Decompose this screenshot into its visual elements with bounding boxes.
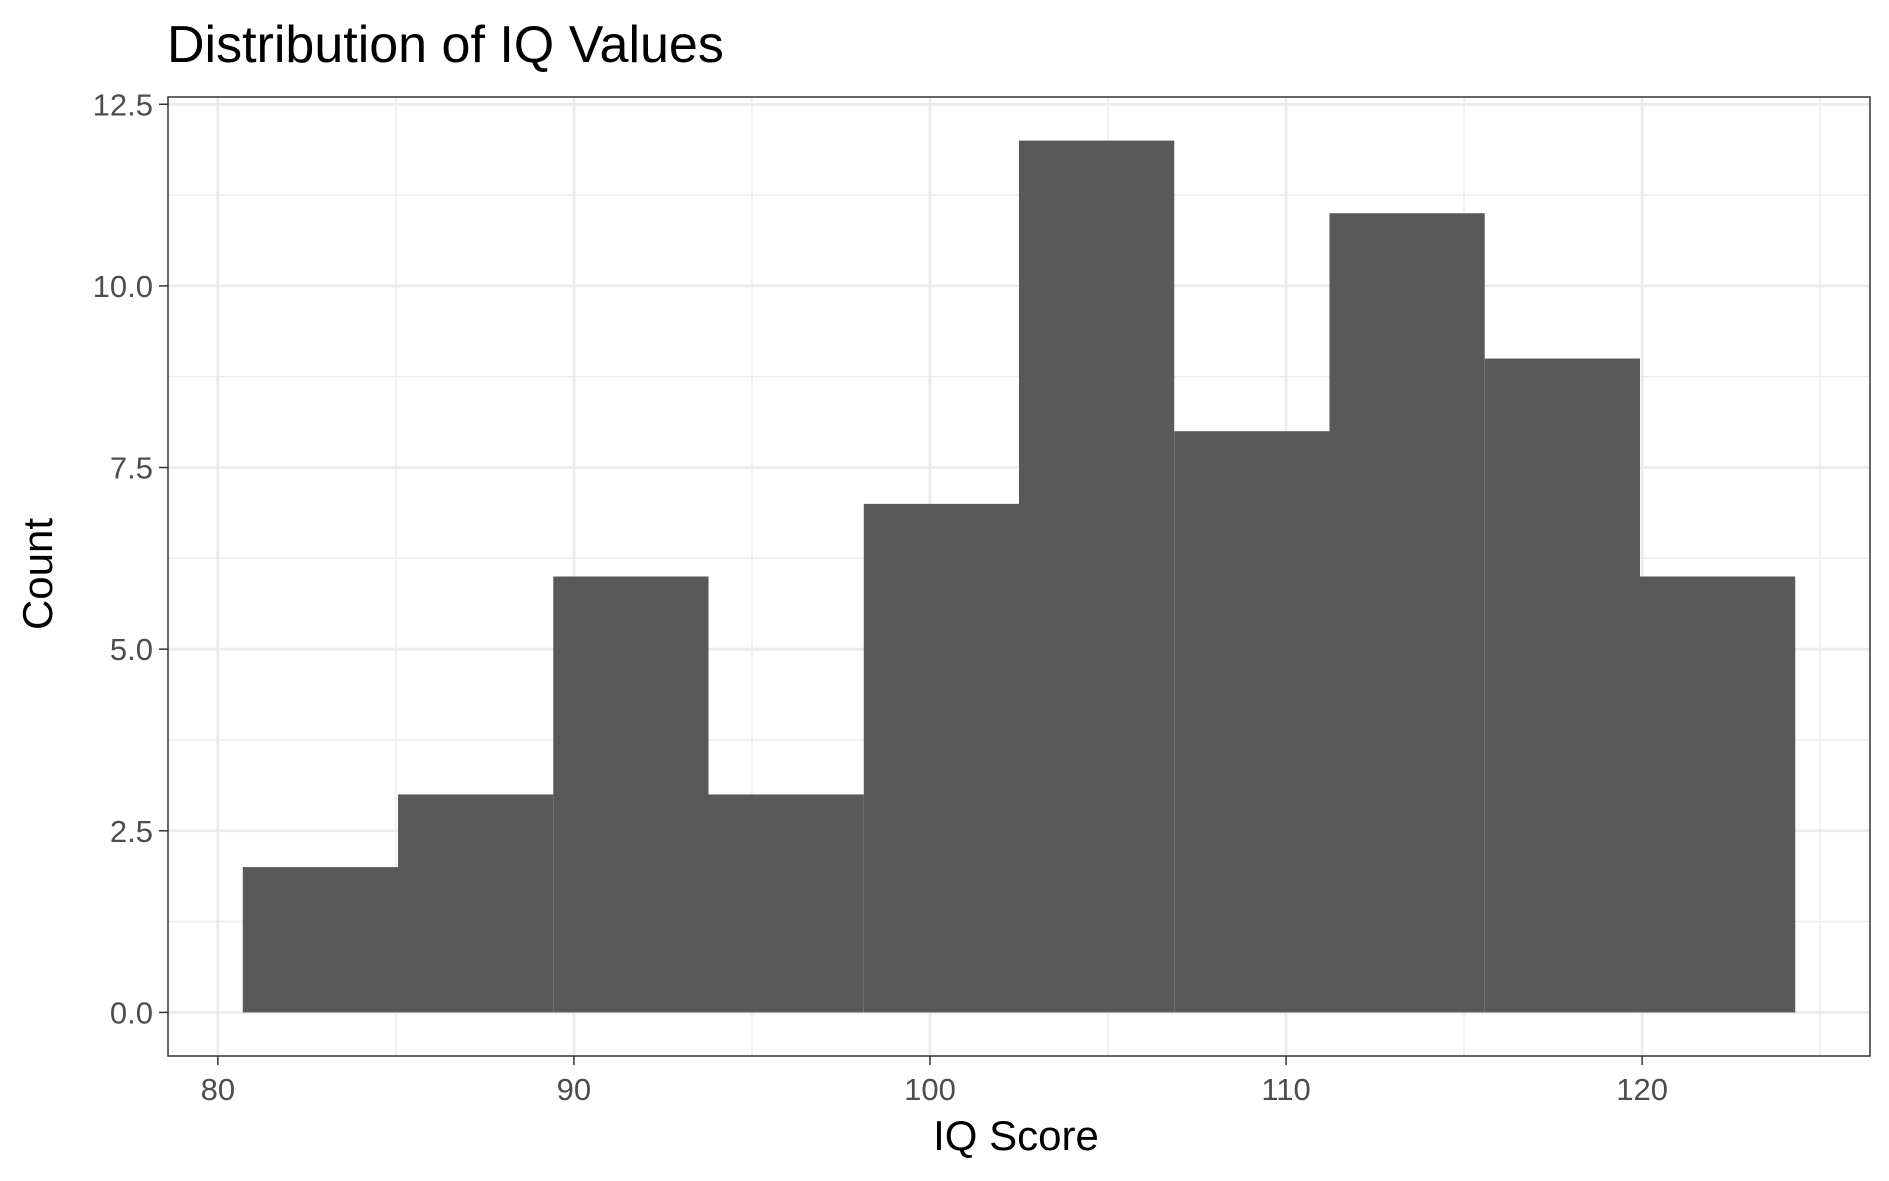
x-tick-label: 100 [904, 1072, 956, 1107]
histogram-bar [708, 794, 864, 1013]
chart-title: Distribution of IQ Values [167, 16, 724, 74]
y-axis-ticks: 0.0 2.5 5.0 7.5 10.0 12.5 [93, 87, 168, 1030]
histogram-bar [1329, 213, 1485, 1013]
y-tick-label: 5.0 [110, 632, 153, 667]
y-tick-label: 2.5 [110, 814, 153, 849]
y-tick-label: 7.5 [110, 451, 153, 486]
histogram-bar [1019, 140, 1175, 1013]
panel-border [167, 96, 1871, 1057]
histogram-bar [1174, 431, 1330, 1013]
histogram-bar [1484, 358, 1640, 1013]
histogram-bar [242, 867, 399, 1013]
y-axis-title: Count [14, 518, 61, 630]
histogram-bars [242, 140, 1796, 1013]
histogram-bar [1639, 576, 1796, 1013]
histogram-bar [553, 576, 709, 1013]
y-tick-label: 10.0 [93, 269, 153, 304]
y-tick-label: 12.5 [93, 87, 153, 122]
x-axis-ticks: 80 90 100 110 120 [201, 1056, 1668, 1107]
x-tick-label: 120 [1616, 1072, 1668, 1107]
histogram-bar [863, 503, 1019, 1013]
histogram-bar [398, 794, 554, 1013]
x-axis-title: IQ Score [933, 1112, 1099, 1159]
x-tick-label: 110 [1261, 1072, 1310, 1107]
x-tick-label: 80 [201, 1072, 235, 1107]
x-tick-label: 90 [557, 1072, 591, 1107]
y-tick-label: 0.0 [110, 995, 153, 1030]
